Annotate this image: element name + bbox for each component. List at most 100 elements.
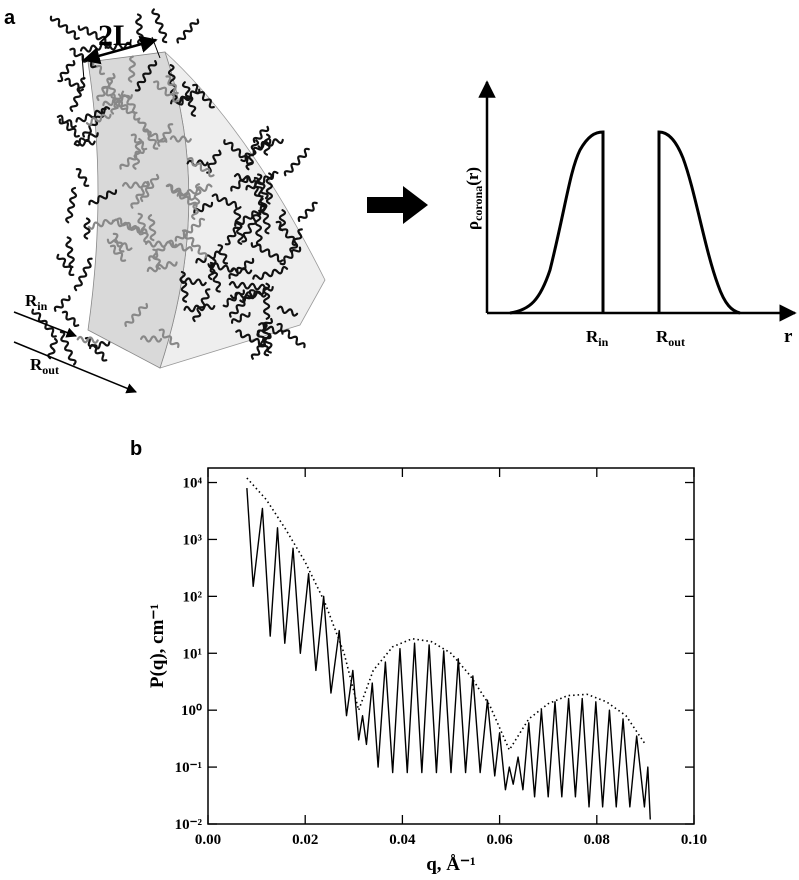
- chain: [144, 240, 178, 249]
- chain: [252, 125, 270, 144]
- label-base: ρ: [463, 221, 482, 230]
- chain: [76, 335, 99, 344]
- chain: [130, 133, 148, 151]
- chain: [228, 257, 255, 280]
- chain: [153, 80, 179, 103]
- label-sub: in: [37, 299, 47, 313]
- chain: [142, 128, 168, 143]
- y-tick-label: 10⁰: [181, 703, 202, 719]
- chain: [65, 186, 78, 224]
- chain: [192, 83, 215, 109]
- chain: [233, 173, 256, 184]
- chain: [56, 253, 75, 277]
- chain: [166, 184, 198, 208]
- x-tick-label: 0.06: [486, 832, 513, 848]
- chain: [223, 139, 253, 165]
- chain: [265, 172, 273, 205]
- chain: [279, 246, 302, 266]
- x-tick-label: 0.02: [292, 832, 318, 848]
- y-tick-label: 10¹: [183, 646, 203, 662]
- y-tick-label: 10²: [183, 589, 203, 605]
- chain: [85, 113, 112, 126]
- chain: [96, 72, 116, 102]
- chain: [276, 305, 299, 317]
- chain: [259, 197, 271, 235]
- chain: [137, 117, 159, 150]
- chain: [31, 308, 57, 338]
- chain: [64, 77, 84, 92]
- chain: [179, 270, 189, 303]
- chain: [137, 212, 149, 244]
- r-in-arrow: [13, 311, 77, 338]
- panel-label: b: [130, 438, 142, 460]
- y-tick-label: 10³: [183, 532, 203, 548]
- chain: [88, 189, 118, 206]
- chain: [191, 183, 202, 220]
- chain: [147, 214, 157, 242]
- label-base: R: [25, 291, 38, 310]
- chain: [254, 214, 263, 247]
- chain: [140, 335, 163, 343]
- chain: [73, 257, 93, 292]
- r-out-arrow: [13, 341, 137, 394]
- chain: [230, 290, 268, 300]
- label-base: R: [586, 327, 599, 346]
- chain: [135, 13, 144, 46]
- x-tick-label: 0.00: [195, 832, 221, 848]
- chain: [224, 222, 243, 246]
- chain: [241, 209, 262, 243]
- chain: [250, 242, 284, 263]
- chain: [211, 193, 242, 210]
- label-base: R: [656, 327, 669, 346]
- chain: [57, 60, 76, 83]
- chain: [89, 341, 111, 350]
- chain: [84, 336, 108, 362]
- chain: [58, 118, 80, 138]
- chain: [278, 209, 287, 232]
- y-tick-label: 10⁻²: [175, 817, 203, 833]
- data-line: [246, 487, 651, 820]
- chain: [112, 232, 125, 253]
- label-sub: corona: [471, 186, 485, 221]
- r-in-label: Rin: [25, 291, 48, 313]
- profile-tick-label: Rout: [656, 327, 685, 349]
- chain: [181, 81, 197, 117]
- profile-outer: [657, 130, 741, 315]
- y-axis-label: P(q), cm⁻¹: [147, 604, 168, 688]
- chain: [230, 267, 253, 275]
- x-tick-label: 0.04: [389, 832, 416, 848]
- chain: [114, 97, 140, 121]
- two-l-label: 2L: [98, 19, 133, 52]
- chain: [75, 168, 90, 187]
- profile-y-label: ρcorona(r): [463, 167, 485, 230]
- chain: [151, 8, 168, 44]
- chain: [124, 302, 149, 327]
- y-tick-label: 10⁻¹: [175, 760, 202, 776]
- r-out-label: Rout: [30, 355, 59, 377]
- chain: [217, 244, 229, 265]
- y-tick-label: 10⁴: [183, 476, 203, 492]
- two-l-arrow: [82, 35, 158, 65]
- chain: [230, 311, 251, 324]
- chain: [176, 18, 200, 44]
- label-sub: out: [42, 363, 59, 377]
- profile-inner: [509, 130, 605, 315]
- chain: [263, 133, 271, 156]
- chain: [187, 156, 215, 178]
- x-axis-label: q, Å⁻¹: [426, 854, 476, 875]
- chain: [47, 337, 58, 360]
- chain: [83, 217, 91, 240]
- chain: [158, 328, 180, 349]
- chain: [289, 228, 303, 254]
- shell-band: [87, 51, 190, 369]
- tick: [81, 55, 85, 81]
- label-sub: out: [668, 335, 685, 349]
- chain: [130, 180, 150, 209]
- chain: [257, 138, 284, 150]
- x-tick-label: 0.10: [681, 832, 707, 848]
- chain: [297, 201, 318, 222]
- chain: [122, 181, 150, 189]
- chain: [49, 15, 80, 40]
- chain: [176, 183, 213, 198]
